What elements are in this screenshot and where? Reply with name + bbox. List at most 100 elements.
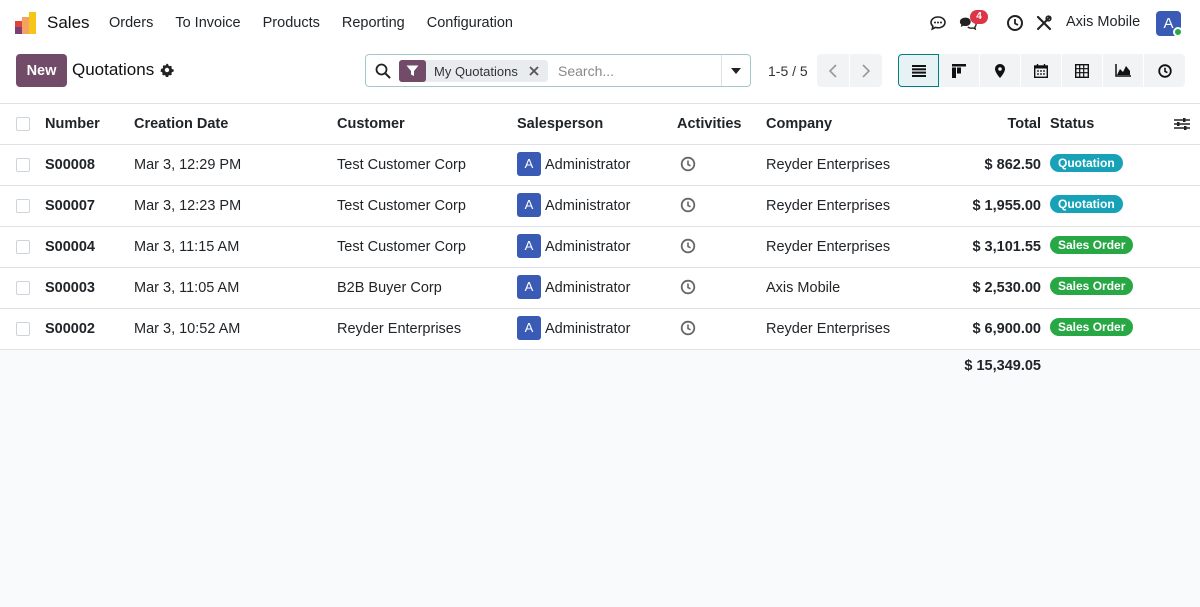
header-company[interactable]: Company [766, 116, 833, 132]
table-row[interactable]: S00007 Mar 3, 12:23 PM Test Customer Cor… [0, 186, 1200, 227]
header-total[interactable]: Total [1007, 116, 1041, 132]
list-icon [911, 64, 926, 77]
close-icon[interactable] [526, 66, 542, 76]
row-number: S00007 [45, 198, 95, 214]
status-badge: Sales Order [1050, 277, 1134, 295]
row-company: Reyder Enterprises [766, 157, 891, 173]
kanban-icon [952, 63, 966, 78]
status-badge: Sales Order [1050, 318, 1134, 336]
new-button[interactable]: New [16, 54, 67, 87]
row-customer: Test Customer Corp [337, 198, 466, 214]
header-creation-date[interactable]: Creation Date [134, 116, 229, 132]
row-checkbox[interactable] [16, 199, 30, 213]
activity-clock-icon[interactable] [680, 238, 696, 254]
header-number[interactable]: Number [45, 116, 100, 132]
view-switcher [898, 54, 1185, 87]
row-total: $ 1,955.00 [972, 198, 1041, 214]
select-all-checkbox[interactable] [16, 117, 30, 131]
map-marker-icon [995, 63, 1005, 78]
optional-columns-sliders-icon[interactable] [1174, 117, 1190, 131]
pager-previous-button[interactable] [817, 54, 849, 87]
tools-icon[interactable] [1035, 14, 1053, 32]
menu-item-reporting[interactable]: Reporting [341, 15, 405, 31]
row-total: $ 2,530.00 [972, 280, 1041, 296]
row-checkbox[interactable] [16, 322, 30, 336]
row-customer: Test Customer Corp [337, 157, 466, 173]
row-salesperson: A Administrator [517, 145, 630, 185]
status-badge: Sales Order [1050, 236, 1134, 254]
salesperson-avatar: A [517, 275, 541, 300]
map-view-button[interactable] [980, 54, 1021, 87]
row-creation-date: Mar 3, 12:23 PM [134, 198, 242, 214]
pager-next-button[interactable] [850, 54, 882, 87]
table-row[interactable]: S00002 Mar 3, 10:52 AM Reyder Enterprise… [0, 309, 1200, 350]
salesperson-avatar: A [517, 193, 541, 218]
table-row[interactable]: S00004 Mar 3, 11:15 AM Test Customer Cor… [0, 227, 1200, 268]
row-activities [677, 186, 696, 226]
activity-clock-icon[interactable] [680, 320, 696, 336]
grand-total: $ 15,349.05 [964, 358, 1041, 374]
chat-bubble-icon[interactable] [929, 14, 947, 32]
row-checkbox[interactable] [16, 281, 30, 295]
calendar-view-button[interactable] [1021, 54, 1062, 87]
row-number: S00003 [45, 280, 95, 296]
messages-count-badge: 4 [970, 10, 988, 24]
row-activities [677, 145, 696, 185]
row-company: Reyder Enterprises [766, 239, 891, 255]
sales-app-logo-icon[interactable] [15, 12, 37, 34]
row-checkbox[interactable] [16, 158, 30, 172]
row-activities [677, 309, 696, 349]
quotations-table: Number Creation Date Customer Salesperso… [0, 104, 1200, 350]
row-number: S00004 [45, 239, 95, 255]
menu-item-to-invoice[interactable]: To Invoice [175, 15, 241, 31]
salesperson-name: Administrator [545, 198, 631, 214]
row-checkbox[interactable] [16, 240, 30, 254]
activity-view-button[interactable] [1144, 54, 1185, 87]
salesperson-name: Administrator [545, 321, 631, 337]
salesperson-name: Administrator [545, 280, 631, 296]
header-activities[interactable]: Activities [677, 116, 742, 132]
activity-clock-icon[interactable] [680, 279, 696, 295]
row-status: Sales Order [1050, 268, 1134, 308]
row-salesperson: A Administrator [517, 268, 630, 308]
row-number: S00002 [45, 321, 95, 337]
row-total: $ 3,101.55 [972, 239, 1041, 255]
table-grid-icon [1075, 63, 1089, 78]
pivot-view-button[interactable] [1062, 54, 1103, 87]
filter-icon [399, 60, 426, 82]
kanban-view-button[interactable] [939, 54, 980, 87]
pager-value[interactable]: 1-5 / 5 [768, 63, 808, 79]
table-row[interactable]: S00008 Mar 3, 12:29 PM Test Customer Cor… [0, 145, 1200, 186]
gear-icon[interactable] [160, 63, 174, 77]
row-customer: B2B Buyer Corp [337, 280, 442, 296]
row-salesperson: A Administrator [517, 309, 630, 349]
header-salesperson[interactable]: Salesperson [517, 116, 604, 132]
chevron-right-icon [862, 63, 870, 78]
row-salesperson: A Administrator [517, 227, 630, 267]
chevron-down-icon[interactable] [721, 55, 750, 86]
row-status: Quotation [1050, 145, 1123, 185]
menu-item-orders[interactable]: Orders [109, 15, 154, 31]
control-panel: New Quotations My Quotations 1-5 / 5 [0, 46, 1200, 104]
search-icon[interactable] [375, 63, 391, 79]
header-customer[interactable]: Customer [337, 116, 405, 132]
row-creation-date: Mar 3, 11:05 AM [134, 280, 240, 296]
salesperson-name: Administrator [545, 157, 631, 173]
activity-clock-icon[interactable] [680, 197, 696, 213]
menu-item-products[interactable]: Products [262, 15, 320, 31]
graph-view-button[interactable] [1103, 54, 1144, 87]
row-activities [677, 268, 696, 308]
search-input[interactable] [558, 61, 718, 81]
salesperson-avatar: A [517, 152, 541, 177]
header-status[interactable]: Status [1050, 116, 1095, 132]
app-name[interactable]: Sales [47, 13, 90, 32]
activity-clock-icon[interactable] [1006, 14, 1024, 32]
activity-clock-icon[interactable] [680, 156, 696, 172]
search-box: My Quotations [365, 54, 751, 87]
row-creation-date: Mar 3, 11:15 AM [134, 239, 240, 255]
row-total: $ 6,900.00 [972, 321, 1041, 337]
menu-item-configuration[interactable]: Configuration [426, 15, 513, 31]
current-company[interactable]: Axis Mobile [1066, 14, 1141, 30]
list-view-button[interactable] [898, 54, 939, 87]
